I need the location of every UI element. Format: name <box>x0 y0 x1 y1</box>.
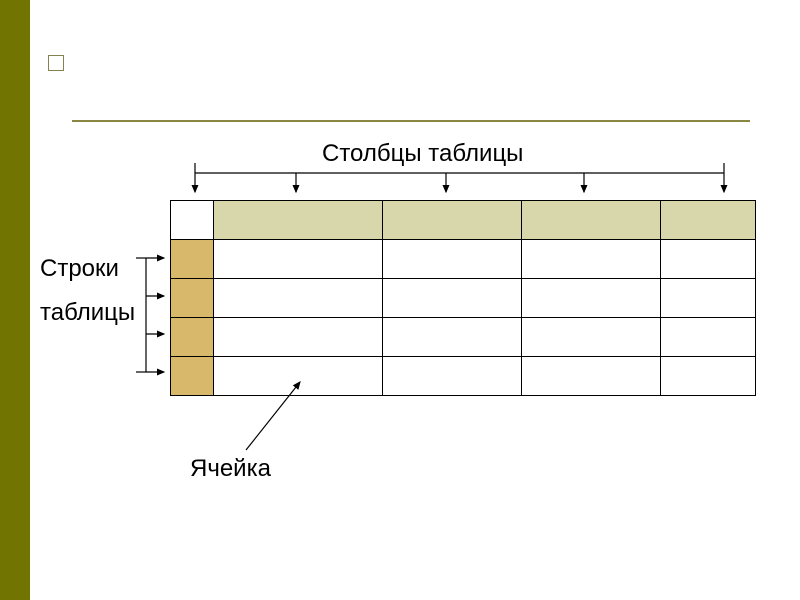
slide: Столбцы таблицы Строки таблицы Ячейка <box>0 0 800 600</box>
cell-arrow <box>0 0 800 600</box>
